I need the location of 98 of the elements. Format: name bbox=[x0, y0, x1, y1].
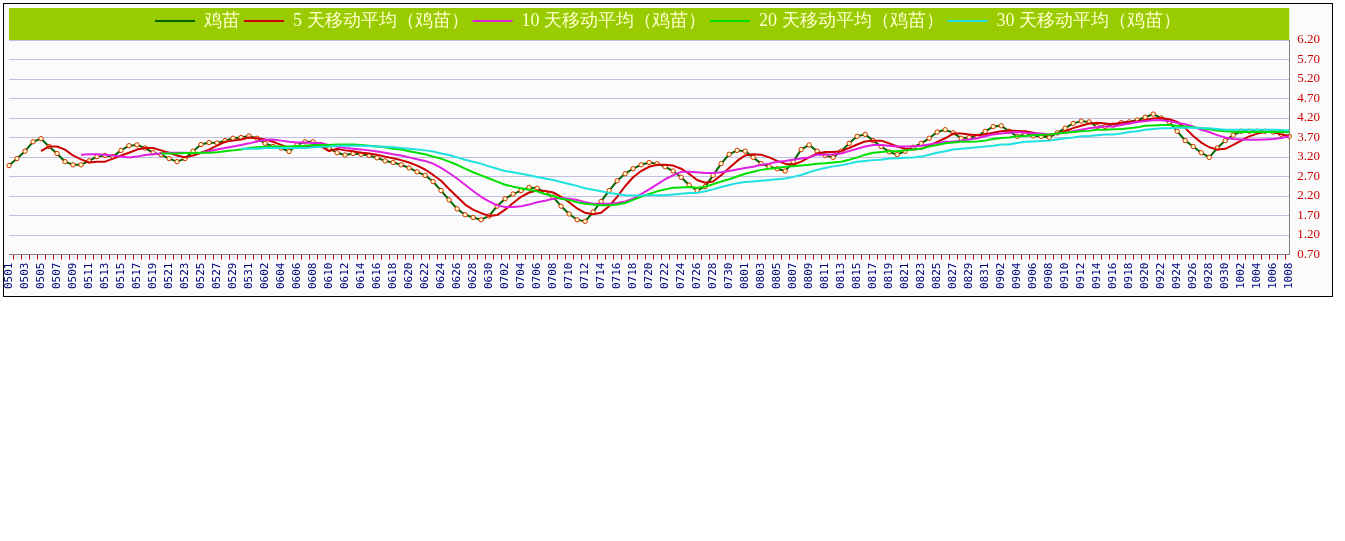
x-tick-label: 0519 bbox=[145, 262, 159, 290]
x-tick-label: 0827 bbox=[946, 262, 960, 290]
x-tick-label: 0817 bbox=[866, 262, 880, 290]
x-tick-label: 0618 bbox=[385, 262, 399, 290]
legend-label: 5 天移动平均（鸡苗） bbox=[293, 9, 469, 30]
x-tick-label: 0714 bbox=[593, 262, 607, 290]
x-tick-label: 0809 bbox=[802, 262, 816, 290]
x-tick-label: 0829 bbox=[962, 262, 976, 290]
x-tick-label: 1008 bbox=[1282, 262, 1296, 290]
x-tick-label: 0914 bbox=[1090, 262, 1104, 290]
x-tick-label: 0906 bbox=[1026, 262, 1040, 290]
x-tick-label: 0920 bbox=[1138, 262, 1152, 290]
x-tick-label: 0527 bbox=[209, 262, 223, 290]
x-tick-label: 0803 bbox=[754, 262, 768, 290]
x-tick-label: 0928 bbox=[1202, 262, 1216, 290]
x-tick-label: 0805 bbox=[770, 262, 784, 290]
y-tick-label: 1.20 bbox=[1297, 226, 1320, 242]
legend-label: 鸡苗 bbox=[203, 9, 240, 30]
x-tick-label: 0819 bbox=[882, 262, 896, 290]
x-tick-label: 0722 bbox=[657, 262, 671, 290]
x-tick-label: 0916 bbox=[1106, 262, 1120, 290]
x-tick-label: 0616 bbox=[369, 262, 383, 290]
x-tick-label: 0628 bbox=[465, 262, 479, 290]
x-tick-label: 0726 bbox=[689, 262, 703, 290]
x-tick-label: 0702 bbox=[497, 262, 511, 290]
x-tick-label: 0912 bbox=[1074, 262, 1088, 290]
x-tick-label: 0513 bbox=[97, 262, 111, 290]
x-tick-label: 0624 bbox=[433, 262, 447, 290]
legend-label: 10 天移动平均（鸡苗） bbox=[521, 9, 706, 30]
x-tick-label: 0505 bbox=[33, 262, 47, 290]
x-tick-label: 0924 bbox=[1170, 262, 1184, 290]
x-tick-label: 0507 bbox=[49, 262, 63, 290]
x-tick-label: 0517 bbox=[129, 262, 143, 290]
y-tick-label: 2.20 bbox=[1297, 187, 1320, 203]
x-tick-label: 1004 bbox=[1250, 262, 1264, 290]
x-tick-label: 1002 bbox=[1234, 262, 1248, 290]
x-tick-label: 0831 bbox=[978, 262, 992, 290]
x-tick-label: 0910 bbox=[1058, 262, 1072, 290]
x-tick-label: 0509 bbox=[65, 262, 79, 290]
x-tick-label: 0525 bbox=[193, 262, 207, 290]
x-tick-label: 0620 bbox=[401, 262, 415, 290]
x-tick-label: 0813 bbox=[834, 262, 848, 290]
x-tick-label: 0724 bbox=[673, 262, 687, 290]
x-tick-label: 0608 bbox=[305, 262, 319, 290]
x-tick-label: 0801 bbox=[738, 262, 751, 290]
x-tick-label: 0716 bbox=[609, 262, 623, 290]
x-tick-label: 0614 bbox=[353, 262, 367, 290]
x-tick-label: 0626 bbox=[449, 262, 463, 290]
x-tick-label: 0904 bbox=[1010, 262, 1024, 290]
y-tick-label: 5.70 bbox=[1297, 50, 1320, 66]
x-tick-label: 0712 bbox=[577, 262, 591, 290]
y-tick-label: 6.20 bbox=[1297, 31, 1320, 47]
x-tick-label: 0515 bbox=[113, 262, 127, 290]
x-tick-label: 0811 bbox=[818, 262, 832, 290]
x-tick-label: 0612 bbox=[337, 262, 351, 290]
x-tick-label: 0718 bbox=[625, 262, 639, 290]
x-tick-label: 0815 bbox=[850, 262, 864, 290]
x-tick-label: 0821 bbox=[898, 262, 912, 290]
x-tick-label: 0825 bbox=[930, 262, 944, 290]
x-tick-label: 0823 bbox=[914, 262, 928, 290]
x-tick-label: 0908 bbox=[1042, 262, 1056, 290]
x-tick-label: 0630 bbox=[481, 262, 495, 290]
x-tick-label: 0720 bbox=[641, 262, 655, 290]
x-tick-label: 0529 bbox=[225, 262, 239, 290]
x-tick-label: 0918 bbox=[1122, 262, 1136, 290]
x-tick-label: 0531 bbox=[241, 262, 255, 290]
x-tick-label: 0728 bbox=[706, 262, 719, 290]
y-tick-label: 1.70 bbox=[1297, 206, 1320, 222]
x-tick-label: 0807 bbox=[786, 262, 800, 290]
x-tick-label: 0730 bbox=[722, 262, 735, 290]
x-tick-label: 0926 bbox=[1186, 262, 1200, 290]
x-tick-label: 0503 bbox=[17, 262, 31, 290]
x-tick-label: 0708 bbox=[545, 262, 559, 290]
x-tick-label: 0602 bbox=[257, 262, 271, 290]
x-tick-label: 0521 bbox=[161, 262, 175, 290]
y-tick-label: 4.20 bbox=[1297, 109, 1320, 125]
x-tick-label: 0610 bbox=[321, 262, 335, 290]
x-tick-label: 1006 bbox=[1266, 262, 1280, 290]
y-tick-label: 3.20 bbox=[1297, 148, 1320, 164]
y-tick-label: 0.70 bbox=[1297, 245, 1320, 261]
y-tick-label: 3.70 bbox=[1297, 128, 1320, 144]
legend-label: 30 天移动平均（鸡苗） bbox=[996, 9, 1181, 30]
x-tick-label: 0622 bbox=[417, 262, 431, 290]
x-tick-label: 0604 bbox=[273, 262, 287, 290]
x-tick-label: 0704 bbox=[513, 262, 527, 290]
x-tick-label: 0501 bbox=[1, 262, 15, 290]
y-tick-label: 5.20 bbox=[1297, 70, 1320, 86]
x-tick-label: 0706 bbox=[529, 262, 543, 290]
x-tick-label: 0902 bbox=[994, 262, 1008, 290]
x-tick-label: 0511 bbox=[81, 262, 95, 290]
x-tick-label: 0710 bbox=[561, 262, 575, 290]
x-tick-label: 0606 bbox=[289, 262, 303, 290]
y-tick-label: 2.70 bbox=[1297, 167, 1320, 183]
x-tick-label: 0922 bbox=[1154, 262, 1168, 290]
x-tick-label: 0930 bbox=[1218, 262, 1232, 290]
legend-label: 20 天移动平均（鸡苗） bbox=[759, 9, 944, 30]
x-tick-label: 0523 bbox=[177, 262, 191, 290]
y-tick-label: 4.70 bbox=[1297, 89, 1320, 105]
